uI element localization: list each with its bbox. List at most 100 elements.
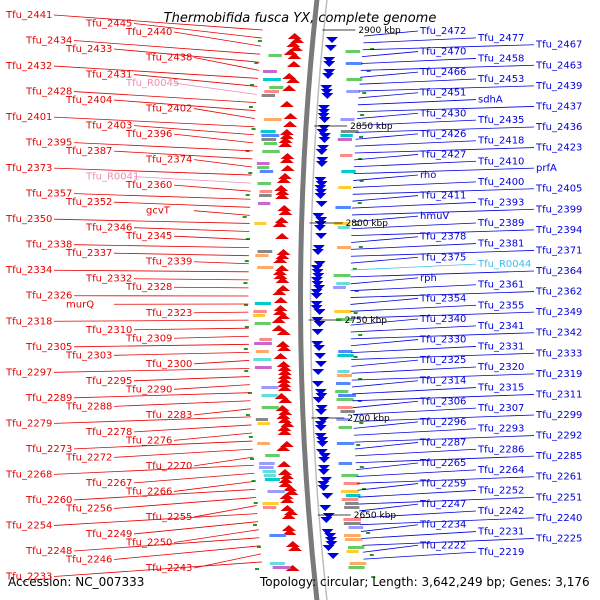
reverse-gene-arrow [315, 217, 328, 223]
tick-mark-right [366, 70, 371, 72]
reverse-gene-arrow [314, 361, 327, 367]
tick-mark-right [369, 554, 374, 556]
gene-connector-left [113, 99, 256, 111]
gene-label-right: Tfu_2400 [477, 177, 524, 188]
gene-connector-right [356, 119, 477, 126]
feature-block-right [336, 442, 355, 445]
gene-connector-right [351, 236, 419, 243]
gene-label-right: Tfu_2320 [477, 362, 524, 373]
reverse-gene-arrow [317, 109, 330, 115]
gene-connector-left [53, 116, 255, 128]
gene-connector-right [351, 373, 535, 381]
reverse-gene-arrow [322, 513, 335, 519]
gene-label-left: Tfu_2332 [85, 274, 132, 285]
gene-label-left: Tfu_2404 [65, 95, 112, 106]
gene-connector-right [360, 71, 419, 78]
gene-connector-left [53, 416, 252, 424]
gene-label-right: Tfu_2307 [477, 403, 524, 414]
forward-gene-arrow [278, 137, 293, 143]
gene-label-right: Tfu_2285 [535, 451, 582, 462]
forward-gene-arrow [281, 525, 296, 531]
reverse-gene-arrow [322, 545, 335, 551]
gene-connector-left [73, 343, 249, 348]
reverse-gene-arrow [321, 493, 334, 499]
gene-connector-right [352, 195, 419, 202]
gene-label-right: Tfu_2341 [477, 321, 524, 332]
gene-label-left: Tfu_2272 [65, 452, 112, 463]
gene-label-right: Tfu_2361 [477, 280, 524, 291]
gene-connector-left [73, 244, 250, 249]
gene-connector-left [113, 150, 253, 160]
reverse-gene-arrow [310, 289, 323, 295]
gene-connector-right [350, 291, 535, 298]
feature-block-right [338, 394, 356, 397]
gene-label-right: Tfu_2293 [477, 424, 524, 435]
gene-connector-right [355, 133, 419, 140]
gene-connector-left [133, 74, 258, 87]
gene-connector-right [360, 64, 535, 71]
reverse-gene-arrow [318, 457, 331, 463]
reverse-gene-arrow [310, 265, 323, 271]
tick-mark-left [251, 480, 256, 482]
feature-block-left [254, 302, 272, 305]
forward-gene-arrow [277, 369, 292, 375]
gene-connector-right [357, 476, 535, 484]
gene-connector-left [53, 319, 249, 322]
gene-connector-right [351, 222, 477, 230]
feature-block-left [263, 142, 278, 145]
gene-connector-right [350, 243, 477, 250]
reverse-gene-arrow [316, 157, 329, 163]
gene-label-left: Tfu_2305 [25, 342, 72, 353]
feature-block-right [344, 538, 363, 541]
gene-label-right: Tfu_2458 [477, 53, 524, 64]
forward-gene-arrow [277, 205, 292, 211]
gene-connector-right [352, 400, 419, 409]
forward-gene-arrow [276, 313, 291, 319]
gene-connector-left [193, 210, 250, 216]
forward-gene-arrow [285, 565, 300, 571]
gene-connector-left [53, 218, 250, 224]
feature-block-right [346, 78, 363, 81]
gene-connector-right [360, 517, 535, 526]
gene-label-left: Tfu_2260 [25, 495, 72, 506]
gene-connector-right [362, 544, 419, 553]
gene-label-left: gcvT [146, 206, 171, 217]
reverse-gene-arrow [317, 485, 330, 491]
gene-connector-right [360, 524, 419, 532]
reverse-gene-arrow [319, 505, 332, 511]
feature-block-right [338, 462, 353, 465]
reverse-gene-arrow [323, 61, 336, 67]
gene-connector-right [353, 414, 535, 422]
gene-connector-right [351, 215, 419, 223]
gene-label-right: rph [420, 273, 437, 284]
gene-connector-right [350, 277, 419, 285]
feature-block-right [348, 546, 365, 549]
reverse-gene-arrow [316, 129, 329, 135]
gene-label-right: Tfu_2364 [535, 266, 582, 277]
gene-connector-right [350, 304, 477, 312]
tick-mark-right [357, 400, 362, 402]
reverse-gene-arrow [313, 353, 326, 359]
reverse-gene-arrow [311, 329, 324, 335]
tick-mark-right [371, 576, 376, 578]
feature-block-right [341, 170, 356, 173]
gene-label-left: Tfu_2441 [5, 10, 52, 21]
gene-label-left: Tfu_2270 [145, 461, 192, 472]
feature-block-right [337, 354, 354, 357]
forward-gene-arrow [275, 233, 290, 239]
gene-label-right: Tfu_2405 [535, 184, 582, 195]
feature-block-right [341, 498, 359, 501]
scale-label: 2650 kbp [354, 511, 397, 521]
forward-gene-arrow [275, 277, 290, 283]
gene-connector-left [133, 23, 262, 39]
connector-layer [53, 14, 535, 577]
gene-connector-right [350, 318, 419, 326]
scale-label: 2750 kbp [345, 316, 388, 326]
gene-label-right: Tfu_2423 [535, 143, 582, 154]
gene-label-right: Tfu_2306 [419, 396, 466, 407]
feature-block-right [333, 286, 346, 289]
reverse-gene-arrow [322, 73, 335, 79]
gene-connector-left [73, 537, 260, 552]
gene-connector-right [354, 147, 535, 154]
feature-block-left [264, 90, 280, 93]
